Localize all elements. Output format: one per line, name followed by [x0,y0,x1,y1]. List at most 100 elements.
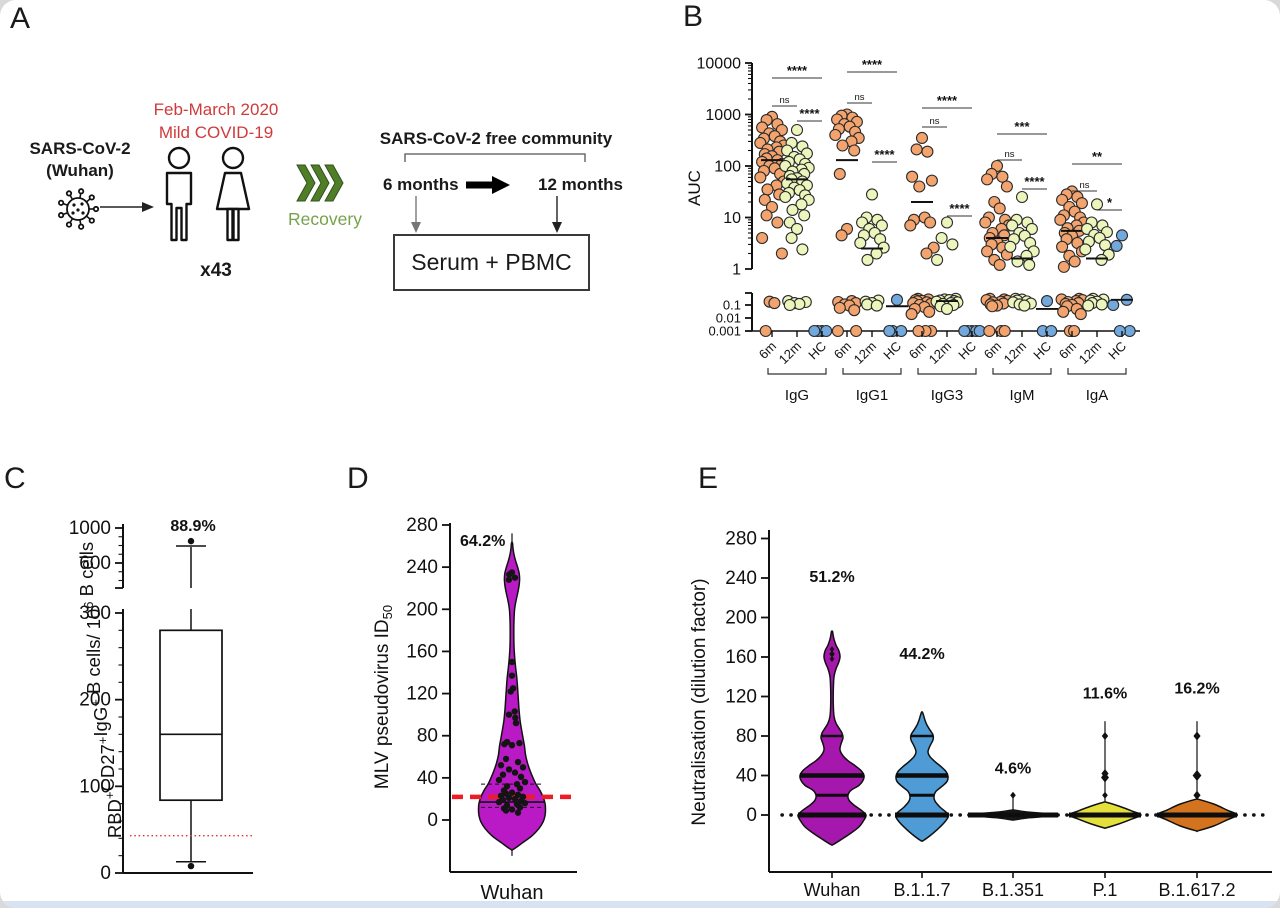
arrow-down-icon [411,196,421,233]
percent-label: 64.2% [460,533,505,550]
svg-text:***: *** [1014,119,1030,134]
svg-text:200: 200 [725,608,757,629]
dot-column-IgA-12m [1079,198,1115,312]
svg-text:80: 80 [736,726,757,747]
svg-text:0: 0 [746,805,757,826]
svg-text:160: 160 [725,647,757,668]
virus-label: SARS-CoV-2 (Wuhan) [24,138,136,182]
svg-text:240: 240 [406,557,438,578]
svg-text:ns: ns [854,92,864,103]
svg-text:1000: 1000 [705,107,741,124]
page-edge-strip [0,901,1280,908]
panel-e-label: E [698,462,719,495]
svg-text:280: 280 [406,515,438,536]
x-tick-6m: 6m [981,339,1004,362]
svg-text:200: 200 [79,690,111,711]
fast-forward-chevrons-icon [296,164,344,202]
svg-text:**: ** [1092,149,1103,164]
infection-label: Feb-March 2020 Mild COVID-19 [138,99,294,145]
svg-text:****: **** [949,201,970,216]
dot-column-IgA-HC [1107,229,1136,338]
dot-column-IgA-6m [1054,185,1090,338]
dot-column-IgG3-12m [930,216,964,315]
x-tick-6m: 6m [1056,339,1079,362]
panel-e-ylabel: Neutralisation (dilution factor) [689,578,710,825]
svg-text:1: 1 [732,262,741,279]
x-category-P.1: P.1 [1093,880,1118,900]
bracket-icon [404,153,586,162]
x-category-B.1.351: B.1.351 [982,880,1044,900]
svg-text:10000: 10000 [697,56,742,73]
dot-column-IgM-HC [1036,295,1058,338]
svg-text:ns: ns [1004,149,1014,160]
svg-text:****: **** [799,106,820,121]
percent-label-Wuhan: 51.2% [809,569,854,586]
percent-label-P.1: 11.6% [1083,685,1127,702]
panel-e-plot: 0 40 80 120 160 200 240 280 51.2% Wuhan 44.2% B.1.1… [689,529,1272,900]
panel-b-label: B [683,0,704,33]
group-label-IgM: IgM [1009,387,1034,404]
svg-text:ns: ns [779,95,789,106]
panel-c-chart: 1000 600 0 100 200 300 88.9% RBD+CD27+IgG+ B ce… [69,518,253,884]
percent-label-B.1.617.2: 16.2% [1174,681,1219,698]
group-label-IgA: IgA [1086,387,1109,404]
x-tick-HC: HC [805,339,829,363]
violin-shape-Wuhan [797,630,867,846]
svg-text:1000: 1000 [69,518,111,539]
svg-text:240: 240 [725,568,757,589]
panel-d-ylabel: MLV pseudovirus ID50 [372,605,395,789]
box [159,629,223,802]
svg-text:****: **** [862,57,883,72]
dot-column-IgG1-12m [854,188,890,312]
data-points [495,569,529,816]
group-label-IgG3: IgG3 [931,387,964,404]
svg-text:80: 80 [417,726,438,747]
infection-label-line2: Mild COVID-19 [158,122,274,142]
svg-text:120: 120 [406,684,438,705]
thick-arrow-right-icon [466,176,510,194]
svg-text:ns: ns [929,116,939,127]
arrow-down-icon [552,196,562,233]
dot-column-IgG1-6m [829,108,865,338]
svg-text:120: 120 [725,687,757,708]
recovery-label: Recovery [288,209,362,229]
virus-icon [57,188,100,230]
svg-text:****: **** [874,147,895,162]
x-category-Wuhan: Wuhan [804,880,861,900]
group-label-IgG: IgG [785,387,809,404]
svg-text:160: 160 [406,641,438,662]
svg-text:100: 100 [714,159,741,176]
virus-label-line2: (Wuhan) [46,161,114,181]
x-tick-12m: 12m [851,339,879,367]
x-tick-12m: 12m [926,339,954,367]
x-category-label: Wuhan [480,882,543,904]
cohort-size: x43 [200,260,232,281]
panel-d-plot: 0 40 80 120 160 200 240 280 64.2% Wuhan MLV pseudo… [372,515,578,904]
svg-text:280: 280 [725,529,757,550]
svg-text:****: **** [787,63,808,78]
x-tick-6m: 6m [756,339,779,362]
group-label-IgG1: IgG1 [856,387,889,404]
x-tick-HC: HC [955,339,979,363]
svg-text:100: 100 [79,776,111,797]
svg-text:*: * [1107,195,1113,210]
svg-text:600: 600 [79,553,111,574]
panel-e-chart: 0 40 80 120 160 200 240 280 51.2% Wuhan 44.2% B.1.1… [689,529,1272,900]
sample-box: Serum + PBMC [393,234,590,291]
sample-box-label: Serum + PBMC [411,249,572,275]
violin-wuhan-mlv [477,541,547,852]
violin-P.1: 11.6% [1068,685,1142,830]
svg-text:0: 0 [427,810,438,831]
svg-text:300: 300 [79,603,111,624]
community-label: SARS-CoV-2 free community [379,129,613,148]
x-tick-HC: HC [880,339,904,363]
percent-label: 88.9% [170,518,215,535]
dot-column-IgG1-HC [883,293,908,338]
panel-d-chart: 0 40 80 120 160 200 240 280 64.2% Wuhan MLV pseudo… [372,515,578,904]
